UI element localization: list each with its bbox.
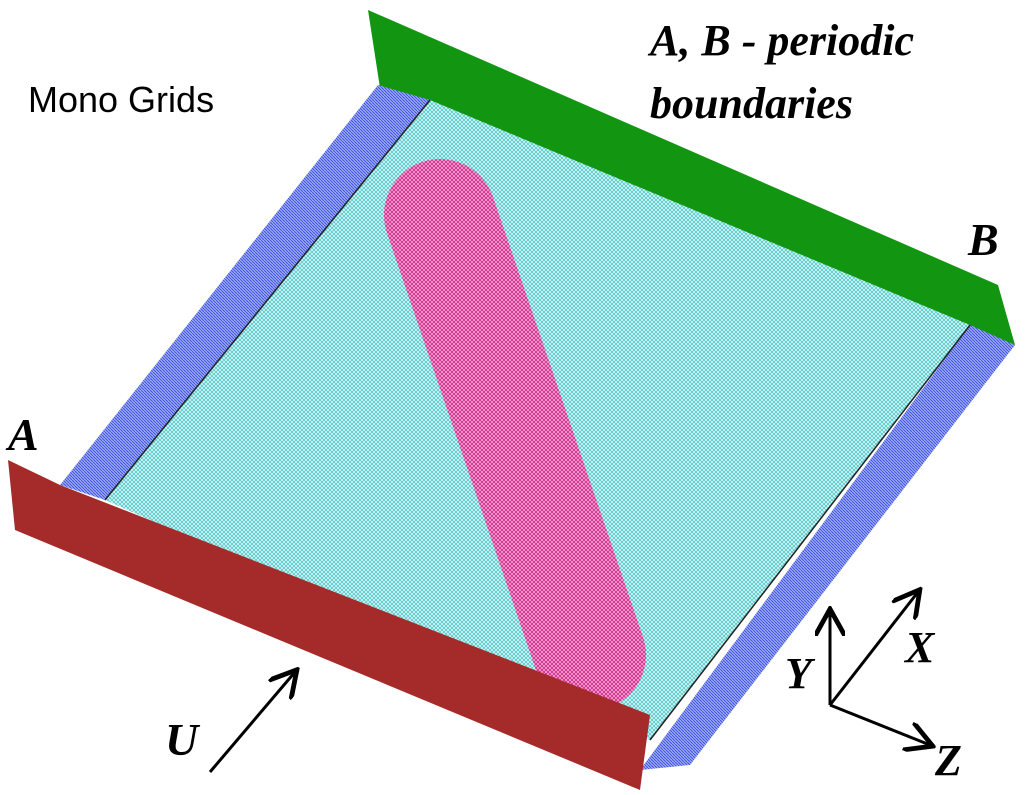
label-x: X xyxy=(903,623,936,672)
label-a: A xyxy=(5,409,39,460)
label-u: U xyxy=(165,714,201,765)
heading: boundaries xyxy=(650,79,853,128)
label-b: B xyxy=(967,214,999,265)
label-z: Z xyxy=(934,736,962,785)
axis-z xyxy=(830,705,930,745)
heading: A, B - periodic xyxy=(647,16,914,65)
flow-arrow xyxy=(210,672,295,772)
diagram: Mono Grids A, B - periodic boundaries A … xyxy=(0,0,1027,795)
label-y: Y xyxy=(785,649,816,698)
caption: Mono Grids xyxy=(28,79,214,120)
